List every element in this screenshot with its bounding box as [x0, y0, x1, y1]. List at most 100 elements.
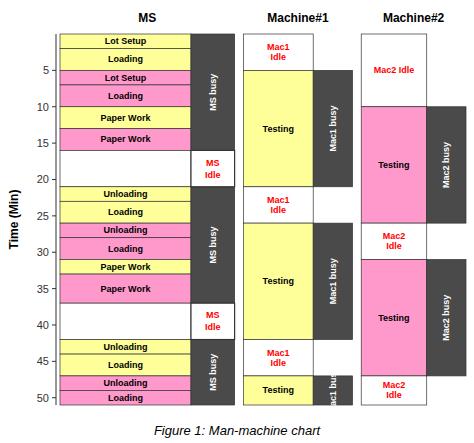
- idle-label: MSIdle: [205, 310, 221, 332]
- text-line: Paper Work: [101, 134, 152, 144]
- task-label: Loading: [108, 393, 143, 403]
- text-line: Testing: [263, 276, 294, 286]
- text-line: Mac1: [267, 348, 290, 358]
- marks: [60, 34, 466, 405]
- y-tick-label: 20: [37, 173, 49, 185]
- task-label: Loading: [108, 244, 143, 254]
- text-line: Loading: [108, 360, 143, 370]
- task-label: Lot Setup: [105, 36, 147, 46]
- busy-bar: [427, 260, 466, 376]
- y-tick-label: 40: [37, 319, 49, 331]
- task-box: [243, 223, 313, 339]
- text-line: Idle: [386, 241, 402, 251]
- task-box: [60, 107, 191, 129]
- task-box: [60, 187, 191, 202]
- text-line: MS: [206, 310, 220, 320]
- text-line: Mac1: [267, 195, 290, 205]
- busy-label: Mac1 busy: [328, 258, 338, 304]
- task-box: [243, 187, 313, 223]
- text-line: Unloading: [103, 225, 147, 235]
- busy-label: Mac2 busy: [441, 142, 451, 188]
- y-tick-label: 10: [37, 101, 49, 113]
- text-line: Lot Setup: [105, 36, 147, 46]
- y-tick: [52, 106, 56, 107]
- y-tick-label: 5: [43, 64, 49, 76]
- task-box: [60, 238, 191, 260]
- y-tick: [52, 361, 56, 362]
- task-box: [60, 354, 191, 376]
- text-line: Idle: [271, 205, 287, 215]
- text-line: Testing: [263, 124, 294, 134]
- text-line: Loading: [108, 244, 143, 254]
- task-box: [361, 34, 426, 107]
- y-tick: [52, 324, 56, 325]
- busy-label: Mac1 busy: [328, 367, 338, 413]
- task-label: Mac1Idle: [267, 42, 290, 62]
- busy-bar: [313, 223, 352, 339]
- idle-label: MS Idle: [205, 158, 221, 180]
- text-line: Lot Setup: [105, 73, 147, 83]
- busy-bar: [313, 70, 352, 186]
- y-tick-label: 15: [37, 137, 49, 149]
- task-label: Paper Work: [101, 262, 152, 272]
- task-label: Paper Work: [101, 113, 152, 123]
- task-box: [60, 390, 191, 405]
- text-line: MS: [206, 158, 220, 168]
- column-header: MS: [138, 11, 156, 25]
- task-label: Mac1Idle: [267, 195, 290, 215]
- task-label: Lot Setup: [105, 73, 147, 83]
- task-label: Unloading: [103, 189, 147, 199]
- text-line: Idle: [205, 170, 221, 180]
- text-line: Testing: [263, 385, 294, 395]
- task-box: [243, 340, 313, 376]
- text-line: Unloading: [103, 342, 147, 352]
- task-box: [243, 34, 313, 70]
- y-tick: [52, 397, 56, 398]
- y-tick: [52, 288, 56, 289]
- task-label: Loading: [108, 360, 143, 370]
- idle-box: [191, 303, 235, 339]
- task-box: [60, 85, 191, 107]
- y-tick: [52, 252, 56, 253]
- task-box: [60, 274, 191, 303]
- text-line: Loading: [108, 207, 143, 217]
- y-tick: [52, 143, 56, 144]
- task-box: [60, 223, 191, 238]
- text-line: Idle: [271, 358, 287, 368]
- task-label: Mac1Idle: [267, 348, 290, 368]
- task-box: [243, 376, 313, 405]
- task-label: Paper Work: [101, 134, 152, 144]
- y-axis: 5101520253035404550Time (Min): [7, 34, 56, 405]
- chart: MS Lot Setup Loading Lot Setup Loading Paper …: [0, 0, 474, 443]
- task-label: Testing: [263, 385, 294, 395]
- task-box: [60, 376, 191, 391]
- title: Figure 1: Man-machine chart: [154, 423, 322, 438]
- busy-label: MS busy: [208, 354, 218, 391]
- y-tick-label: 50: [37, 392, 49, 404]
- labels: MS Lot Setup Loading Lot Setup Loading Paper …: [101, 11, 452, 413]
- task-box: [60, 303, 191, 339]
- task-box: [60, 201, 191, 223]
- y-tick-label: 25: [37, 210, 49, 222]
- task-box: [60, 129, 191, 151]
- y-tick-label: 30: [37, 246, 49, 258]
- task-box: [243, 70, 313, 186]
- y-axis-label: Time (Min): [7, 190, 21, 250]
- text-line: Mac2: [383, 380, 406, 390]
- column-header: Machine#1: [267, 11, 329, 25]
- task-label: Mac2 Idle: [374, 65, 415, 75]
- task-label: Unloading: [103, 342, 147, 352]
- busy-label: MS busy: [208, 226, 218, 263]
- task-box: [60, 340, 191, 355]
- task-label: Loading: [108, 207, 143, 217]
- busy-label: MS busy: [208, 74, 218, 111]
- busy-bar: [427, 107, 466, 223]
- text-line: Loading: [108, 91, 143, 101]
- text-line: Testing: [378, 160, 409, 170]
- task-box: [60, 260, 191, 275]
- text-line: Mac2 Idle: [374, 65, 415, 75]
- task-box: [60, 70, 191, 85]
- busy-bar: [191, 187, 235, 303]
- busy-bar: [191, 340, 235, 405]
- text-line: Mac2: [383, 231, 406, 241]
